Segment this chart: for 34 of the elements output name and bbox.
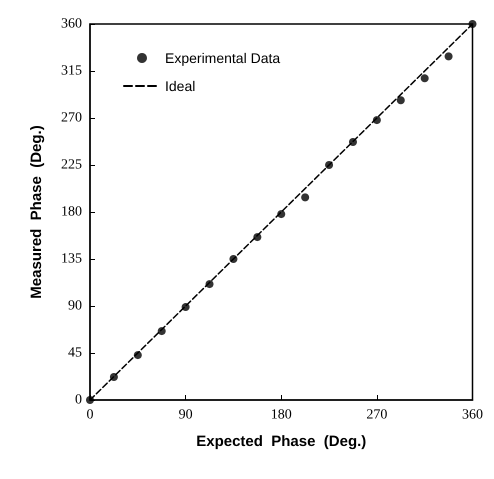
point [182, 303, 190, 312]
y-tick-label: 180 [61, 204, 82, 220]
x-tick-label: 270 [366, 408, 388, 422]
y-tick-label: 0 [75, 392, 82, 408]
y-tick-label: 135 [61, 252, 82, 266]
y-tick-label: 225 [61, 158, 82, 172]
point [396, 96, 405, 104]
point [277, 210, 286, 218]
point [206, 280, 214, 288]
legend-label: Ideal [165, 78, 196, 94]
y-tick-label: 315 [61, 64, 82, 78]
y-tick-label: 270 [61, 110, 82, 126]
point [325, 161, 334, 169]
x-tick-label: 0 [86, 408, 94, 422]
legend-label: Experimental Data [165, 50, 280, 66]
point [444, 52, 453, 60]
point [229, 255, 238, 263]
point [468, 20, 476, 28]
x-tick-label: 90 [178, 408, 193, 422]
point [134, 351, 142, 360]
y-tick-label: 90 [68, 298, 82, 314]
x-tick-label: 180 [270, 408, 292, 422]
point [372, 116, 381, 124]
point [420, 74, 429, 82]
x-axis-title: Expected Phase (Deg.) [196, 433, 366, 450]
point [110, 373, 118, 382]
x-tick-label: 360 [462, 408, 483, 422]
point [158, 327, 166, 336]
y-tick-label: 360 [61, 16, 82, 32]
point [348, 138, 357, 146]
y-axis-title: Measured Phase (Deg.) [28, 125, 45, 299]
point [253, 233, 262, 242]
point [301, 193, 310, 202]
y-tick-label: 45 [68, 346, 82, 360]
